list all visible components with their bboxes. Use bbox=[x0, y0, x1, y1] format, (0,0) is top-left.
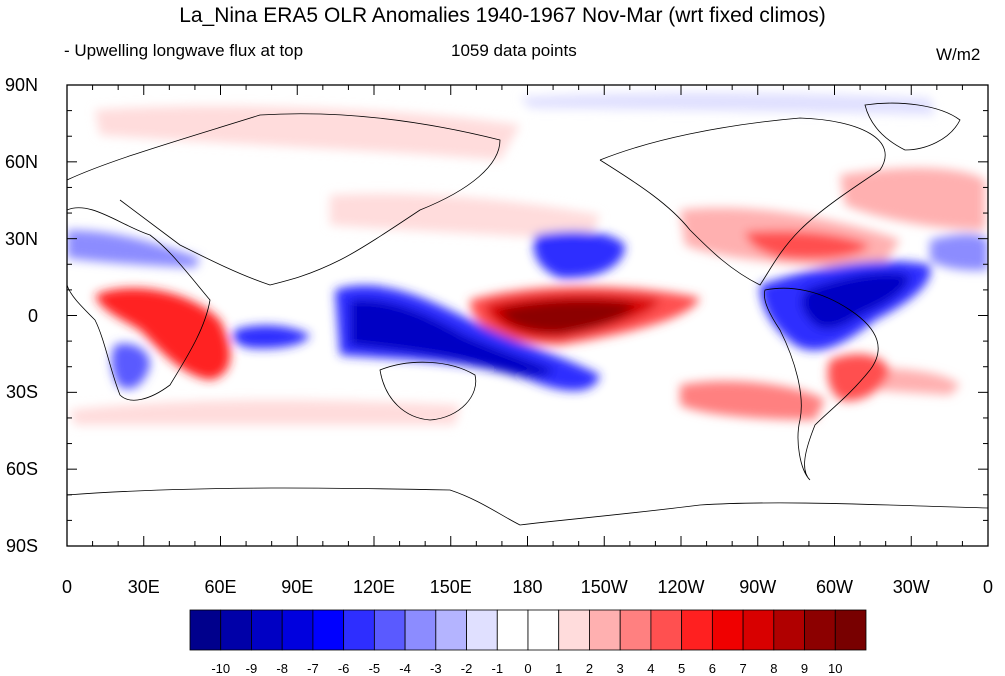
colorbar-swatch bbox=[404, 609, 437, 651]
colorbar-label: -10 bbox=[211, 661, 231, 676]
lon-tick-label: 120W bbox=[657, 577, 705, 597]
lon-tick-label: 150E bbox=[429, 577, 472, 597]
anomaly-region-tropical-atlantic-core bbox=[801, 272, 910, 330]
lon-tick-label: 0 bbox=[982, 577, 993, 597]
lat-tick-label: 30S bbox=[5, 382, 38, 403]
lon-tick-label: 30E bbox=[127, 577, 160, 597]
colorbar-label: 8 bbox=[770, 661, 778, 676]
colorbar-label: 1 bbox=[555, 661, 563, 676]
colorbar-swatch bbox=[466, 609, 498, 651]
colorbar-swatch bbox=[773, 609, 805, 651]
colorbar-swatch bbox=[619, 609, 652, 651]
lat-tick-label: 0 bbox=[27, 305, 38, 326]
anomaly-region-s-pacific-pos bbox=[680, 380, 825, 420]
anomaly-region-n-america-core bbox=[745, 230, 870, 260]
anomaly-region-subtropic-neg bbox=[67, 230, 200, 268]
lon-tick-label: 120E bbox=[352, 577, 396, 597]
lat-tick-label: 90N bbox=[4, 75, 38, 95]
colorbar-swatch bbox=[589, 609, 621, 651]
lon-tick-label: 60E bbox=[204, 577, 237, 597]
lon-tick-label: 30W bbox=[892, 577, 930, 597]
anomaly-region-e-atlantic-neg bbox=[930, 234, 988, 271]
colorbar-label: -5 bbox=[368, 661, 381, 676]
coastline-africa bbox=[67, 207, 211, 401]
colorbar-swatch bbox=[804, 609, 836, 651]
colorbar-label: 7 bbox=[739, 661, 747, 676]
lat-tick-label: 60N bbox=[4, 151, 38, 172]
anomaly-region-nw-pacific-pos bbox=[330, 193, 600, 240]
anomaly-region-n-atlantic-pos bbox=[840, 168, 985, 230]
anomaly-field-layer bbox=[67, 92, 988, 425]
colorbar-label: -6 bbox=[337, 661, 350, 676]
coastline-north-america bbox=[599, 117, 886, 286]
colorbar-label: -3 bbox=[430, 661, 442, 676]
coastline-antarctica bbox=[67, 487, 988, 526]
anomaly-region-nw-pacific-neg bbox=[533, 231, 625, 279]
colorbar-label: 6 bbox=[708, 661, 716, 676]
anomaly-region-maritime-core bbox=[350, 299, 555, 377]
colorbar-label: 9 bbox=[800, 661, 809, 676]
lat-tick-label: 60S bbox=[5, 459, 38, 480]
colorbar-swatch bbox=[558, 609, 590, 651]
colorbar-label: 2 bbox=[585, 661, 594, 676]
colorbar-label: -8 bbox=[276, 661, 288, 676]
lon-tick-label: 180 bbox=[512, 577, 543, 597]
variable-subtitle: - Upwelling longwave flux at top bbox=[64, 41, 304, 60]
colorbar-swatch bbox=[281, 609, 314, 651]
anomaly-region-s-africa-neg bbox=[111, 343, 150, 389]
colorbar-swatch bbox=[373, 609, 406, 651]
units-label: W/m2 bbox=[936, 45, 981, 64]
colorbar-label: -7 bbox=[307, 661, 319, 676]
colorbar-swatch bbox=[220, 609, 252, 651]
axis-ticks bbox=[66, 84, 989, 547]
colorbar-swatch bbox=[189, 609, 222, 651]
anomaly-region-africa-pos bbox=[95, 288, 231, 380]
lon-tick-label: 90W bbox=[739, 577, 777, 597]
lat-tick-label: 90S bbox=[5, 536, 38, 556]
colorbar-swatch bbox=[711, 609, 744, 651]
colorbar-label: 3 bbox=[616, 661, 624, 676]
colorbar-swatch bbox=[742, 609, 775, 651]
colorbar-swatch bbox=[496, 609, 529, 651]
lon-tick-label: 90E bbox=[281, 577, 314, 597]
colorbar-swatch bbox=[343, 609, 375, 651]
data-points-subtitle: 1059 data points bbox=[451, 41, 577, 60]
colorbar-label: 4 bbox=[647, 661, 655, 676]
coastline-eurasia bbox=[67, 113, 501, 286]
anomaly-region-arctic-neg bbox=[520, 92, 935, 115]
colorbar-label: -2 bbox=[460, 661, 473, 676]
colorbar-label: 10 bbox=[828, 661, 843, 676]
lon-tick-label: 60W bbox=[815, 577, 853, 597]
colorbar-swatch bbox=[834, 609, 867, 651]
coastline-icon bbox=[67, 102, 988, 526]
colorbar-label: -1 bbox=[491, 661, 504, 676]
anomaly-region-siberia-pos bbox=[95, 105, 520, 160]
colorbar-label: -4 bbox=[399, 661, 411, 676]
coastline-greenland bbox=[864, 102, 961, 151]
anomaly-region-s-indian-pos bbox=[70, 400, 460, 425]
colorbar-swatch bbox=[435, 609, 467, 651]
anomaly-region-s-brazil-pos bbox=[827, 354, 890, 401]
lon-tick-label: 0 bbox=[61, 577, 72, 597]
colorbar-swatch bbox=[650, 609, 683, 651]
coastline-south-america bbox=[763, 287, 879, 481]
anomaly-region-central-pacific-max bbox=[500, 300, 635, 333]
lat-tick-label: 30N bbox=[4, 228, 38, 249]
colorbar-swatch bbox=[312, 609, 345, 651]
colorbar-label: 0 bbox=[524, 661, 532, 676]
colorbar-swatch bbox=[251, 609, 283, 651]
colorbar-label: -9 bbox=[245, 661, 258, 676]
anomaly-region-indian-neg bbox=[233, 325, 310, 349]
lon-tick-label: 150W bbox=[580, 577, 628, 597]
chart-title: La_Nina ERA5 OLR Anomalies 1940-1967 Nov… bbox=[179, 4, 826, 27]
colorbar-swatch bbox=[527, 609, 560, 651]
colorbar-label: 5 bbox=[678, 661, 686, 676]
colorbar bbox=[189, 609, 867, 651]
coastline-australia bbox=[379, 361, 477, 421]
colorbar-swatch bbox=[681, 609, 713, 651]
